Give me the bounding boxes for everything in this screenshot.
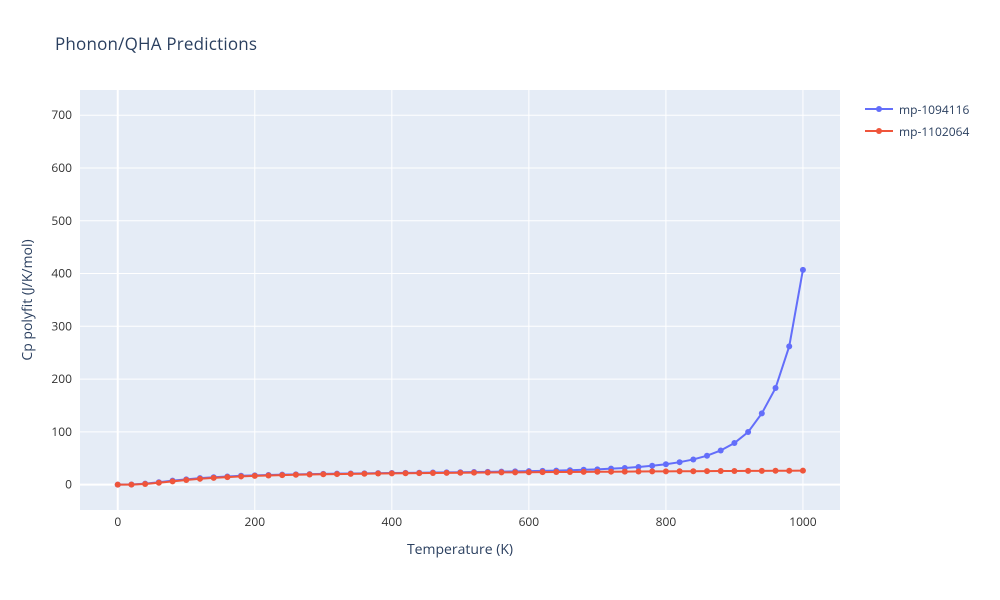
y-tick-label: 300	[51, 317, 72, 334]
series-marker[interactable]	[115, 482, 121, 488]
series-marker[interactable]	[690, 468, 696, 474]
y-tick-label: 400	[51, 265, 72, 282]
series-marker[interactable]	[156, 480, 162, 486]
series-marker[interactable]	[649, 463, 655, 469]
legend-item[interactable]: mp-1102064	[865, 122, 969, 140]
series-marker[interactable]	[293, 472, 299, 478]
series-marker[interactable]	[731, 440, 737, 446]
series-marker[interactable]	[677, 459, 683, 465]
series-marker[interactable]	[430, 470, 436, 476]
series-marker[interactable]	[663, 461, 669, 467]
series-marker[interactable]	[471, 470, 477, 476]
series-line[interactable]	[118, 270, 803, 485]
series-marker[interactable]	[731, 468, 737, 474]
y-tick-label: 700	[51, 106, 72, 123]
series-marker[interactable]	[183, 477, 189, 483]
series-marker[interactable]	[265, 472, 271, 478]
y-tick-label: 600	[51, 159, 72, 176]
series-marker[interactable]	[526, 469, 532, 475]
series-marker[interactable]	[704, 453, 710, 459]
series-marker[interactable]	[773, 385, 779, 391]
series-marker[interactable]	[649, 468, 655, 474]
series-marker[interactable]	[608, 469, 614, 475]
series-marker[interactable]	[348, 471, 354, 477]
series-marker[interactable]	[361, 471, 367, 477]
y-tick-label: 100	[51, 423, 72, 440]
legend-item[interactable]: mp-1094116	[865, 100, 969, 118]
series-marker[interactable]	[457, 470, 463, 476]
series-marker[interactable]	[375, 471, 381, 477]
series-marker[interactable]	[718, 468, 724, 474]
series-marker[interactable]	[540, 469, 546, 475]
series-marker[interactable]	[197, 476, 203, 482]
x-axis-title: Temperature (K)	[407, 540, 513, 559]
x-tick-label: 400	[382, 513, 403, 530]
y-tick-label: 0	[65, 476, 72, 493]
series-marker[interactable]	[334, 471, 340, 477]
series-marker[interactable]	[389, 470, 395, 476]
legend-label: mp-1102064	[899, 123, 969, 140]
series-marker[interactable]	[677, 468, 683, 474]
series-marker[interactable]	[567, 469, 573, 475]
series-marker[interactable]	[635, 469, 641, 475]
series-marker[interactable]	[142, 481, 148, 487]
y-tick-label: 500	[51, 212, 72, 229]
series-marker[interactable]	[512, 469, 518, 475]
series-marker[interactable]	[594, 469, 600, 475]
legend-dot-icon	[876, 106, 882, 112]
chart-svg: 0 200 400 600 800 1000 0 100 200 300 400 500 600 700 T…	[0, 0, 1000, 600]
x-tick-label: 600	[519, 513, 540, 530]
series-marker[interactable]	[786, 468, 792, 474]
series-marker[interactable]	[211, 475, 217, 481]
x-tick-label: 1000	[789, 513, 817, 530]
legend: mp-1094116 mp-1102064	[865, 100, 969, 144]
series-marker[interactable]	[498, 469, 504, 475]
series-marker[interactable]	[279, 472, 285, 478]
series-marker[interactable]	[622, 469, 628, 475]
x-tick-label: 800	[656, 513, 677, 530]
y-tick-label: 200	[51, 370, 72, 387]
series-marker[interactable]	[800, 267, 806, 273]
legend-swatch-icon	[865, 125, 893, 137]
series-marker[interactable]	[224, 474, 230, 480]
series-marker[interactable]	[773, 468, 779, 474]
series-marker[interactable]	[238, 473, 244, 479]
series-marker[interactable]	[416, 470, 422, 476]
x-tick-label: 0	[114, 513, 121, 530]
legend-swatch-icon	[865, 103, 893, 115]
series-marker[interactable]	[444, 470, 450, 476]
series-marker[interactable]	[170, 478, 176, 484]
legend-dot-icon	[876, 128, 882, 134]
series-marker[interactable]	[745, 468, 751, 474]
series-marker[interactable]	[759, 410, 765, 416]
series-marker[interactable]	[759, 468, 765, 474]
series-marker[interactable]	[718, 447, 724, 453]
series-marker[interactable]	[485, 470, 491, 476]
series-marker[interactable]	[704, 468, 710, 474]
series-marker[interactable]	[786, 343, 792, 349]
series-marker[interactable]	[690, 456, 696, 462]
series-marker[interactable]	[553, 469, 559, 475]
series-marker[interactable]	[663, 468, 669, 474]
x-tick-label: 200	[244, 513, 265, 530]
series-marker[interactable]	[800, 468, 806, 474]
series-marker[interactable]	[320, 471, 326, 477]
series-marker[interactable]	[252, 473, 258, 479]
series-marker[interactable]	[307, 472, 313, 478]
y-axis-title: Cp polyfit (J/K/mol)	[18, 239, 37, 360]
series-marker[interactable]	[581, 469, 587, 475]
legend-label: mp-1094116	[899, 101, 969, 118]
series-marker[interactable]	[403, 470, 409, 476]
series-marker[interactable]	[745, 429, 751, 435]
series-marker[interactable]	[128, 482, 134, 488]
